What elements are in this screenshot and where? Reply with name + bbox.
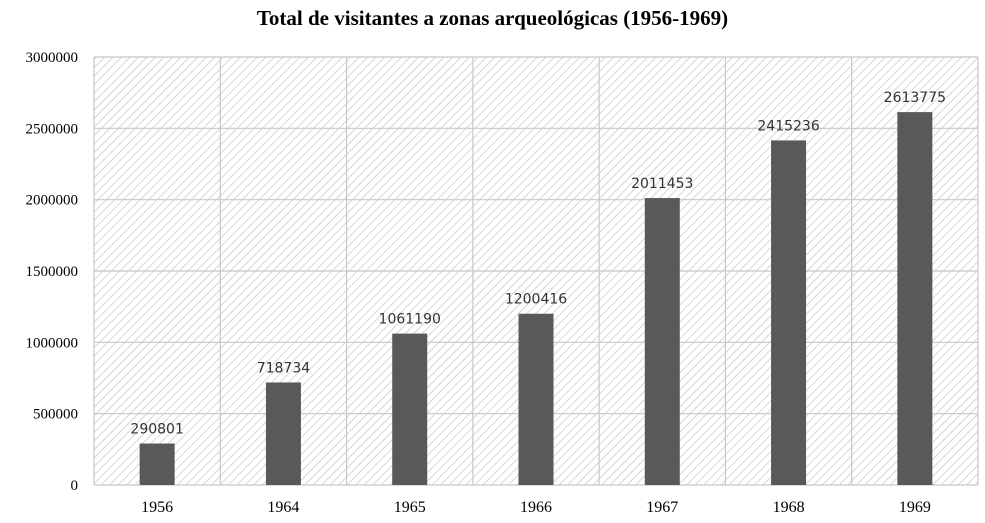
bars (139, 112, 933, 485)
y-tick-label: 1500000 (26, 264, 79, 280)
data-label-1964: 718734 (257, 360, 311, 376)
bar-1964 (265, 382, 301, 485)
data-label-1967: 2011453 (631, 176, 693, 192)
y-tick-label: 500000 (33, 407, 78, 423)
data-label-1969: 2613775 (884, 90, 946, 106)
x-tick-label-1969: 1969 (899, 499, 931, 516)
x-tick-label-1964: 1964 (267, 499, 299, 516)
x-tick-label-1967: 1967 (646, 499, 678, 516)
x-tick-label-1966: 1966 (520, 499, 552, 516)
bar-1966 (518, 313, 554, 485)
y-tick-label: 1000000 (26, 335, 79, 351)
y-tick-label: 3000000 (26, 50, 79, 66)
x-axis: 1956 1964 1965 1966 1967 1968 1969 (141, 499, 931, 516)
bar-1969 (897, 112, 933, 485)
bar-1968 (771, 140, 807, 485)
bar-1965 (392, 333, 428, 485)
data-label-1968: 2415236 (757, 118, 819, 134)
data-label-1956: 290801 (130, 422, 183, 438)
chart-title: Total de visitantes a zonas arqueológica… (256, 6, 729, 30)
y-tick-label: 2500000 (26, 121, 79, 137)
y-tick-label: 2000000 (26, 193, 79, 209)
data-labels: 290801 718734 1061190 1200416 2011453 2415236… (130, 90, 946, 437)
data-label-1966: 1200416 (505, 292, 567, 308)
data-label-1965: 1061190 (379, 312, 441, 328)
x-tick-label-1968: 1968 (773, 499, 805, 516)
y-axis: 0 500000 1000000 1500000 2000000 2500000 30000… (26, 50, 79, 494)
y-tick-label: 0 (71, 478, 79, 494)
x-tick-label-1956: 1956 (141, 499, 173, 516)
bar-1967 (644, 198, 680, 485)
x-tick-label-1965: 1965 (394, 499, 426, 516)
gridlines (93, 56, 979, 486)
bar-1956 (139, 443, 175, 485)
